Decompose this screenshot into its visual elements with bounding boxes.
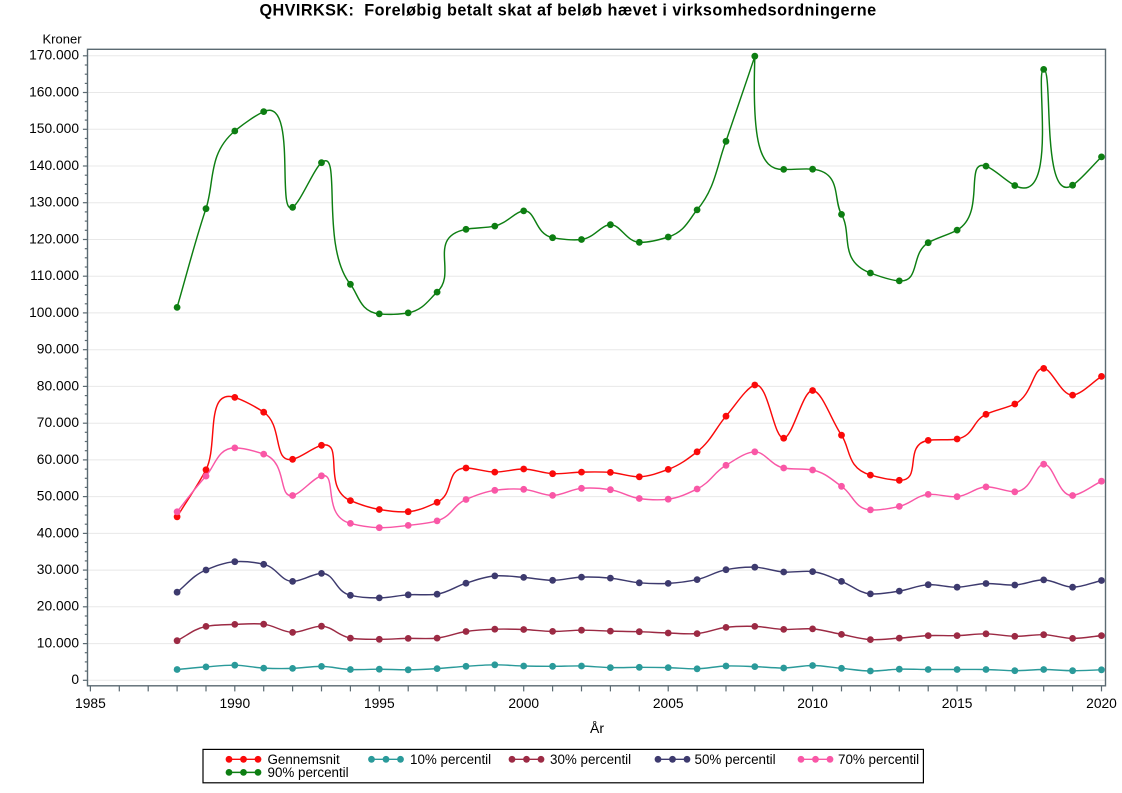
svg-text:20.000: 20.000 [37,599,80,614]
svg-text:2000: 2000 [508,696,539,711]
svg-text:Kroner: Kroner [43,32,83,47]
svg-text:30% percentil: 30% percentil [550,752,631,767]
svg-text:2020: 2020 [1086,696,1117,711]
svg-text:90.000: 90.000 [37,342,80,357]
svg-text:1995: 1995 [364,696,395,711]
svg-text:60.000: 60.000 [37,452,80,467]
svg-text:10.000: 10.000 [37,636,80,651]
svg-text:90% percentil: 90% percentil [268,765,349,780]
svg-text:2005: 2005 [653,696,684,711]
svg-text:50% percentil: 50% percentil [695,752,776,767]
svg-text:2015: 2015 [942,696,973,711]
svg-text:80.000: 80.000 [37,378,80,393]
svg-text:QHVIRKSK: Foreløbig betalt sk: QHVIRKSK: Foreløbig betalt skat af beløb… [259,1,876,19]
svg-text:0: 0 [71,672,79,687]
svg-text:130.000: 130.000 [29,195,79,210]
svg-text:110.000: 110.000 [30,268,79,283]
svg-text:140.000: 140.000 [29,158,79,173]
svg-text:2010: 2010 [797,696,828,711]
svg-text:Gennemsnit: Gennemsnit [268,752,340,767]
svg-text:50.000: 50.000 [37,489,80,504]
svg-text:10% percentil: 10% percentil [410,752,491,767]
svg-text:År: År [590,720,604,736]
svg-text:70% percentil: 70% percentil [838,752,919,767]
svg-text:30.000: 30.000 [37,562,80,577]
svg-text:70.000: 70.000 [37,415,80,430]
svg-text:100.000: 100.000 [29,305,79,320]
svg-text:150.000: 150.000 [29,121,79,136]
svg-text:1990: 1990 [219,696,250,711]
svg-text:40.000: 40.000 [37,525,80,540]
svg-text:160.000: 160.000 [29,84,79,99]
svg-text:170.000: 170.000 [29,48,79,63]
svg-text:120.000: 120.000 [29,231,79,246]
svg-text:1985: 1985 [75,696,106,711]
